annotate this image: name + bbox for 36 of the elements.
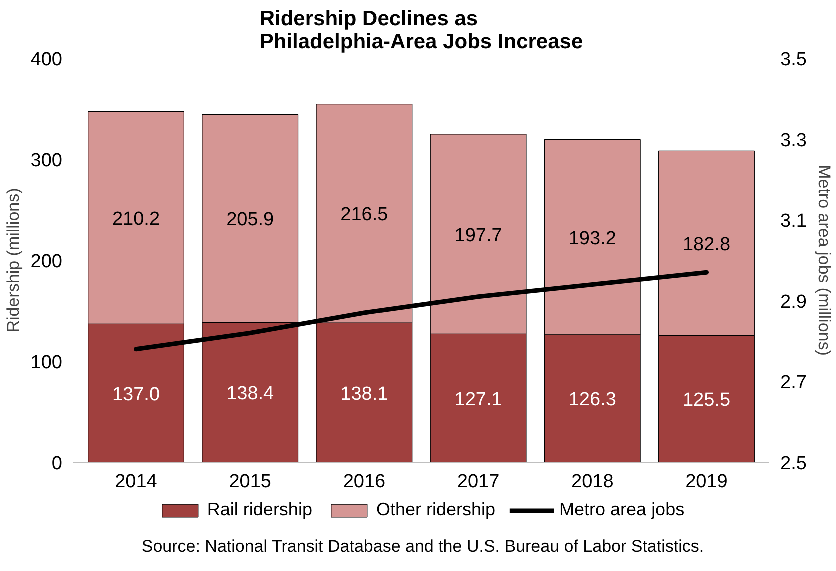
- data-label: 138.4: [226, 384, 275, 405]
- y-tick-label: 0: [52, 454, 63, 474]
- legend-label: Metro area jobs: [560, 500, 685, 520]
- data-label: 138.1: [340, 384, 388, 405]
- x-tick-label: 2015: [229, 472, 272, 492]
- x-tick-label: 2018: [572, 472, 614, 492]
- y2-tick-label: 2.9: [780, 292, 807, 313]
- y2-tick-label: 2.7: [780, 372, 807, 394]
- y-axis-title: Ridership (millions): [4, 188, 23, 333]
- y-tick-label: 200: [30, 252, 62, 272]
- y2-axis-title: Metro area jobs (millions): [814, 165, 834, 356]
- y2-tick-label: 2.5: [780, 454, 807, 474]
- data-label: 210.2: [112, 208, 160, 230]
- y-tick-label: 300: [30, 150, 62, 172]
- data-label: 216.5: [340, 204, 388, 226]
- data-label: 137.0: [112, 384, 160, 406]
- x-tick-label: 2016: [343, 472, 386, 492]
- data-label: 127.1: [454, 389, 502, 410]
- data-label: 126.3: [568, 390, 616, 411]
- data-label: 193.2: [568, 228, 616, 250]
- legend-label: Rail ridership: [207, 500, 312, 520]
- legend-label: Other ridership: [376, 500, 496, 520]
- x-tick-label: 2017: [457, 472, 500, 492]
- x-tick-label: 2014: [115, 472, 158, 492]
- y2-tick-label: 3.3: [780, 130, 807, 152]
- y-tick-label: 400: [30, 50, 62, 70]
- source-note: Source: National Transit Database and the U.S. Bureau of Labor Statistics.: [142, 536, 704, 558]
- chart-title: Ridership Declines as Philadelphia-Area Jobs Increase: [260, 8, 584, 54]
- data-label: 205.9: [226, 210, 274, 231]
- data-label: 197.7: [454, 225, 502, 246]
- x-tick-label: 2019: [686, 472, 728, 492]
- y2-tick-label: 3.5: [780, 50, 807, 70]
- data-label: 125.5: [682, 390, 731, 412]
- y2-tick-label: 3.1: [780, 211, 807, 232]
- data-label: 182.8: [682, 234, 731, 256]
- y-tick-label: 100: [30, 352, 62, 374]
